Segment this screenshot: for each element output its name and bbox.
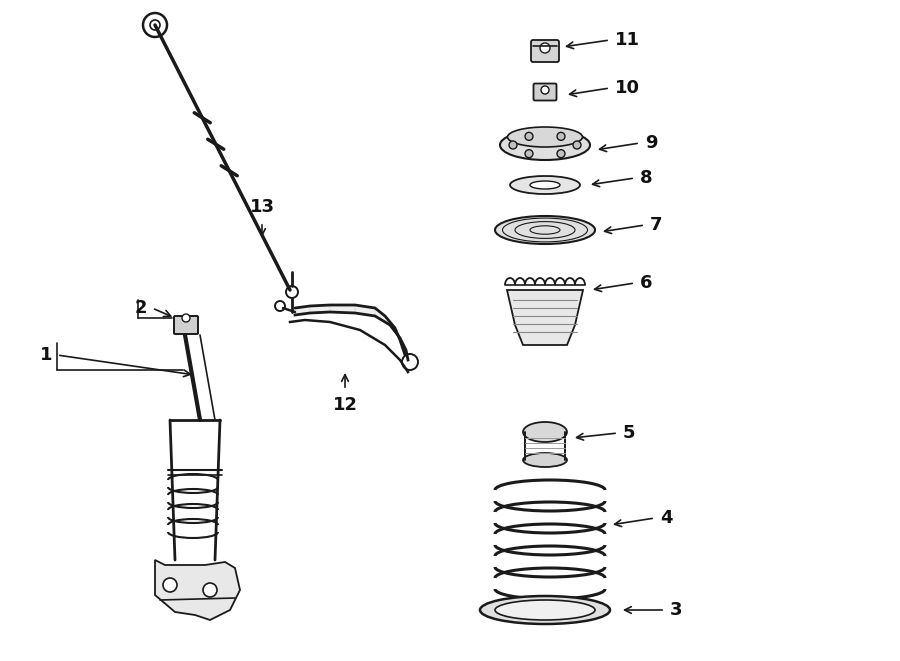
Text: 4: 4 xyxy=(660,509,672,527)
Circle shape xyxy=(557,132,565,140)
Ellipse shape xyxy=(523,422,567,442)
Circle shape xyxy=(509,141,517,149)
Text: 3: 3 xyxy=(670,601,682,619)
Polygon shape xyxy=(295,306,310,315)
Circle shape xyxy=(541,86,549,94)
Ellipse shape xyxy=(523,453,567,467)
Circle shape xyxy=(182,314,190,322)
Text: 1: 1 xyxy=(40,346,52,364)
Text: 2: 2 xyxy=(134,299,147,317)
Polygon shape xyxy=(155,560,240,620)
Text: 9: 9 xyxy=(645,134,658,152)
Circle shape xyxy=(540,43,550,53)
Ellipse shape xyxy=(500,130,590,160)
Circle shape xyxy=(525,149,533,158)
Polygon shape xyxy=(375,308,390,325)
Text: 13: 13 xyxy=(249,198,274,216)
Circle shape xyxy=(557,149,565,158)
Text: 12: 12 xyxy=(332,396,357,414)
Polygon shape xyxy=(507,290,583,345)
Text: 6: 6 xyxy=(640,274,652,292)
FancyBboxPatch shape xyxy=(531,40,559,62)
Ellipse shape xyxy=(495,600,595,620)
Ellipse shape xyxy=(495,216,595,244)
Ellipse shape xyxy=(508,127,582,147)
Circle shape xyxy=(163,578,177,592)
Circle shape xyxy=(573,141,581,149)
Text: 11: 11 xyxy=(615,31,640,49)
Text: 8: 8 xyxy=(640,169,652,187)
Text: 7: 7 xyxy=(650,216,662,234)
Text: 10: 10 xyxy=(615,79,640,97)
Ellipse shape xyxy=(480,596,610,624)
Polygon shape xyxy=(385,316,400,338)
Polygon shape xyxy=(400,340,408,360)
Ellipse shape xyxy=(530,181,560,189)
Text: 5: 5 xyxy=(623,424,635,442)
FancyBboxPatch shape xyxy=(174,316,198,334)
Polygon shape xyxy=(310,305,330,313)
Circle shape xyxy=(203,583,217,597)
Ellipse shape xyxy=(510,176,580,194)
Polygon shape xyxy=(395,328,406,350)
FancyBboxPatch shape xyxy=(534,83,556,100)
Polygon shape xyxy=(330,305,355,313)
Circle shape xyxy=(525,132,533,140)
Polygon shape xyxy=(355,305,375,316)
